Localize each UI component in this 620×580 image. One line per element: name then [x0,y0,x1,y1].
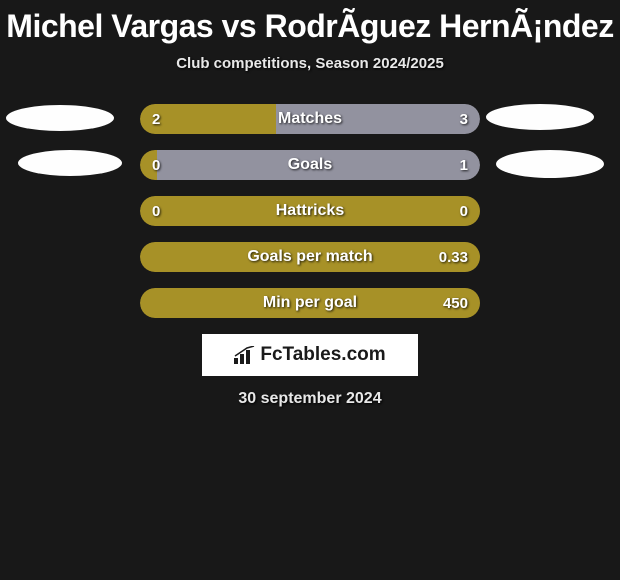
date-line: 30 september 2024 [0,390,620,408]
player-right-oval [486,104,594,130]
subtitle: Club competitions, Season 2024/2025 [0,55,620,72]
logo-text: FcTables.com [260,344,385,366]
stat-bar-left [140,150,157,180]
chart-icon [234,346,256,364]
logo-box: FcTables.com [202,334,418,376]
stat-bar-left [140,104,276,134]
stat-bar-right [157,150,480,180]
stat-bar: 01Goals [140,150,480,180]
stat-row: 23Matches [0,104,620,134]
page-title: Michel Vargas vs RodrÃ­guez HernÃ¡ndez [0,0,620,45]
stat-bar: 0.33Goals per match [140,242,480,272]
stat-bar-left [140,288,480,318]
stats-block: 23Matches 01Goals 00Hattricks 0.33Goals per… [0,104,620,318]
stat-bar-left [140,196,480,226]
stat-bar: 00Hattricks [140,196,480,226]
stat-row: 450Min per goal [0,288,620,318]
stat-bar: 23Matches [140,104,480,134]
stat-bar-right [276,104,480,134]
player-right-oval [496,150,604,178]
stat-bar-left [140,242,480,272]
fctables-logo: FcTables.com [234,344,385,366]
player-left-oval [6,105,114,131]
player-left-oval [18,150,122,176]
stat-bar: 450Min per goal [140,288,480,318]
stat-row: 0.33Goals per match [0,242,620,272]
stat-row: 01Goals [0,150,620,180]
stat-row: 00Hattricks [0,196,620,226]
